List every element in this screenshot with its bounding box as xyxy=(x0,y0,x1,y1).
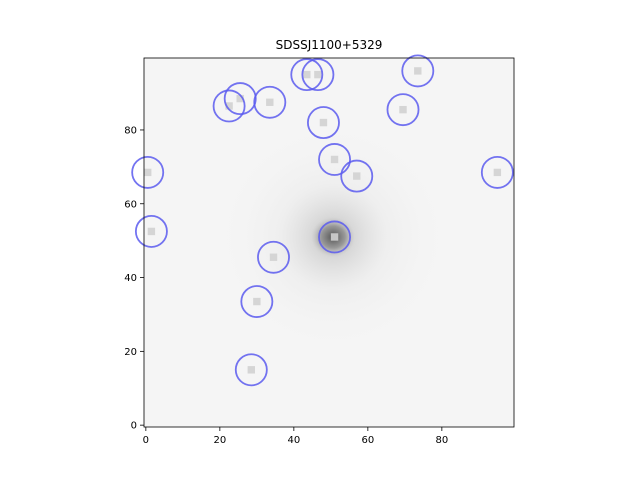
y-tick-label: 80 xyxy=(124,125,137,136)
source-blob xyxy=(144,168,152,177)
source-blob xyxy=(399,105,407,114)
source-blob xyxy=(319,118,328,127)
source-marker xyxy=(131,155,165,189)
source-blob xyxy=(330,233,339,241)
source-blob xyxy=(414,67,422,75)
x-tick-label: 0 xyxy=(143,435,149,446)
source-blob xyxy=(236,94,244,103)
y-tick-label: 0 xyxy=(131,421,137,432)
markers xyxy=(131,54,514,387)
source-marker xyxy=(318,143,351,176)
source-marker xyxy=(257,240,290,274)
source-blob xyxy=(247,366,255,374)
source-marker xyxy=(401,54,435,88)
source-marker xyxy=(234,353,268,387)
source-marker xyxy=(253,85,287,119)
source-blob xyxy=(266,98,274,106)
source-blob xyxy=(147,227,156,236)
source-marker xyxy=(301,58,335,92)
x-axis: 0 20 40 60 80 xyxy=(143,427,448,446)
y-tick-label: 40 xyxy=(124,273,137,284)
chart-title: SDSSJ1100+5329 xyxy=(276,38,383,52)
source-marker xyxy=(307,106,340,140)
source-marker xyxy=(240,285,274,318)
plot-frame xyxy=(143,57,515,428)
source-marker xyxy=(290,58,324,92)
source-marker xyxy=(340,159,374,193)
source-blob xyxy=(269,253,278,261)
source-blob xyxy=(253,297,261,306)
source-blob xyxy=(303,70,311,79)
source-blob xyxy=(493,168,502,177)
source-blob xyxy=(225,102,233,110)
source-blob xyxy=(330,155,339,164)
plot-area xyxy=(131,54,515,428)
x-tick-label: 20 xyxy=(213,435,226,446)
source-marker xyxy=(386,93,420,127)
x-tick-label: 80 xyxy=(435,435,448,446)
source-marker xyxy=(134,214,168,248)
x-tick-label: 40 xyxy=(287,435,300,446)
source-marker xyxy=(212,89,246,123)
x-tick-label: 60 xyxy=(361,435,374,446)
y-tick-label: 20 xyxy=(124,347,137,358)
y-tick-label: 60 xyxy=(124,199,137,210)
source-marker xyxy=(480,155,514,189)
y-axis: 0 20 40 60 80 xyxy=(124,125,144,432)
source-blobs xyxy=(144,67,502,374)
source-marker xyxy=(223,82,257,116)
source-marker xyxy=(318,220,351,254)
source-blob xyxy=(353,172,361,180)
source-blob xyxy=(314,70,322,79)
